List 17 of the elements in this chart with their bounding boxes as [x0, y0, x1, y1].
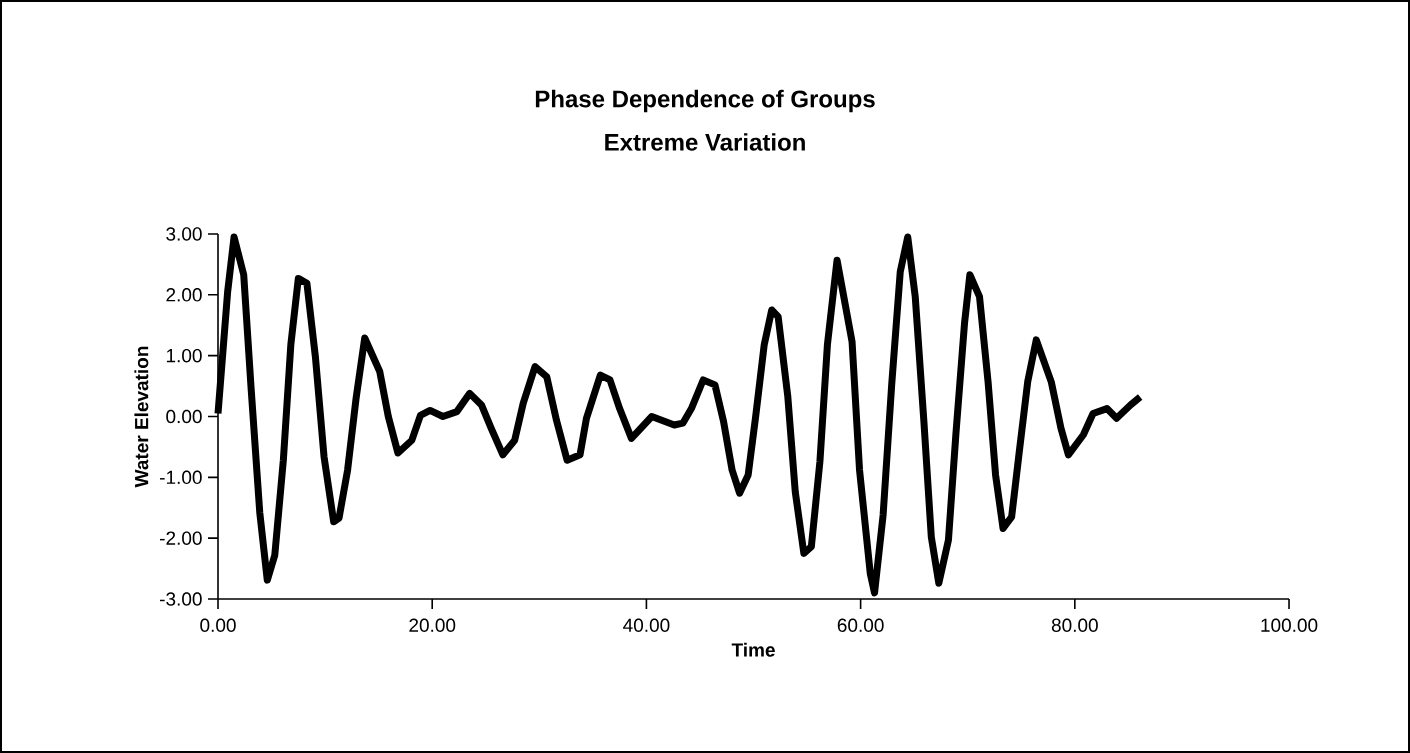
x-tick-label: 100.00: [1261, 618, 1318, 632]
y-tick-label: 1.00: [166, 348, 202, 363]
x-axis-title: Time: [731, 642, 775, 657]
y-tick-label: -3.00: [160, 592, 202, 606]
x-tick-label: 0.00: [200, 618, 236, 632]
x-tick-label: 80.00: [1051, 618, 1098, 632]
y-tick-label: -2.00: [160, 531, 202, 545]
x-tick-label: 20.00: [409, 618, 456, 632]
chart-subtitle: Extreme Variation: [605, 133, 805, 151]
y-tick-label: 3.00: [166, 227, 202, 241]
chart-title: Phase Dependence of Groups: [535, 89, 875, 113]
x-tick-label: 60.00: [837, 618, 884, 632]
y-tick-label: -1.00: [160, 470, 202, 485]
y-tick-label: 2.00: [166, 288, 202, 302]
y-tick-label: 0.00: [166, 409, 202, 424]
x-tick-label: 40.00: [623, 618, 670, 632]
y-axis-title: Water Elevation: [134, 346, 149, 488]
